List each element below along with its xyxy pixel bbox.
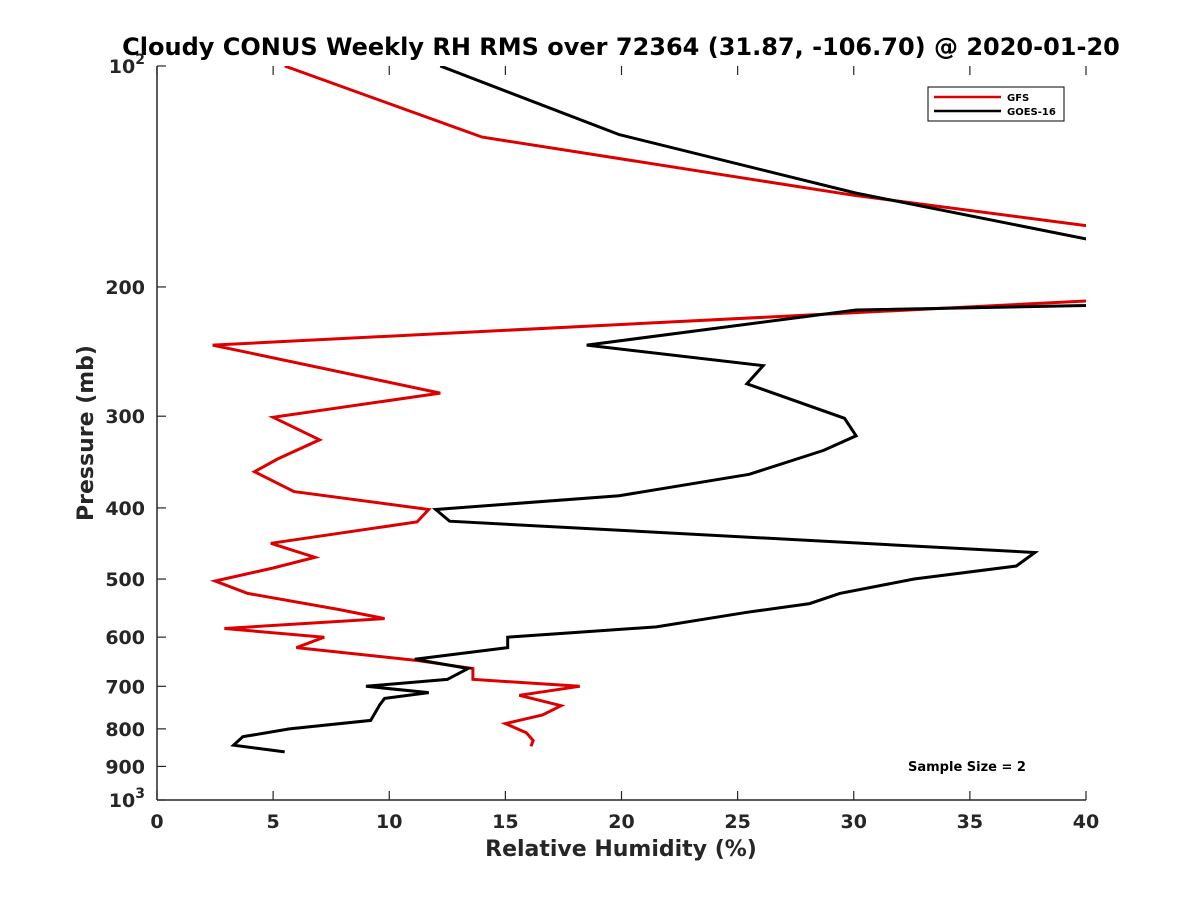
chart-title: Cloudy CONUS Weekly RH RMS over 72364 (3… [122, 33, 1120, 61]
legend-entry-gfs: GFS [1007, 93, 1029, 104]
y-tick-label: 800 [105, 719, 145, 741]
x-axis-ticks: 0 5 10 15 20 25 30 35 40 [150, 66, 1099, 833]
legend-entry-goes16: GOES-16 [1007, 107, 1056, 118]
y-axis-label: Pressure (mb) [74, 345, 99, 521]
y-tick-label: 700 [105, 676, 145, 698]
y-tick-label: 103 [109, 786, 145, 812]
x-tick-label: 15 [492, 811, 518, 833]
y-axis-ticks: 102 200 300 400 500 600 700 800 900 103 [105, 52, 166, 812]
y-tick-label: 102 [109, 52, 145, 78]
x-tick-label: 20 [608, 811, 634, 833]
x-tick-label: 30 [841, 811, 867, 833]
x-tick-label: 0 [150, 811, 163, 833]
y-tick-label: 900 [105, 756, 145, 778]
y-tick-label: 400 [105, 498, 145, 520]
series-line-goes16 [230, 66, 1086, 754]
series-line-gfs [209, 66, 1086, 747]
legend: GFS GOES-16 [927, 86, 1065, 122]
y-tick-label: 500 [105, 569, 145, 591]
legend-box [927, 86, 1065, 122]
y-tick-label: 300 [105, 406, 145, 428]
series-layer [209, 66, 1086, 754]
x-axis-label: Relative Humidity (%) [485, 837, 757, 862]
sample-size-annotation: Sample Size = 2 [908, 760, 1026, 775]
x-tick-label: 5 [267, 811, 280, 833]
x-tick-label: 35 [957, 811, 983, 833]
x-tick-label: 40 [1073, 811, 1099, 833]
x-tick-label: 25 [724, 811, 750, 833]
y-tick-label: 600 [105, 627, 145, 649]
x-tick-label: 10 [376, 811, 402, 833]
y-tick-label: 200 [105, 277, 145, 299]
